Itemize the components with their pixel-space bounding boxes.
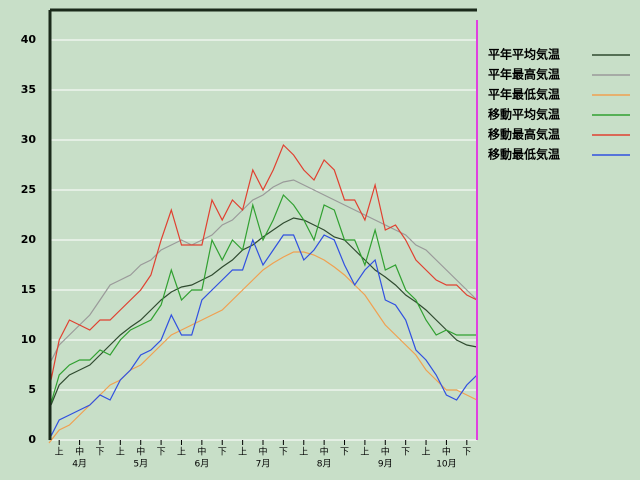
month-label: 10月 — [436, 459, 456, 470]
month-label: 9月 — [378, 459, 393, 470]
y-tick-label: 0 — [28, 433, 36, 446]
y-tick-label: 35 — [21, 83, 36, 96]
y-tick-label: 30 — [21, 133, 37, 146]
x-tick-label: 上 — [360, 447, 369, 458]
month-label: 8月 — [317, 459, 332, 470]
legend-label: 平年平均気温 — [488, 47, 560, 62]
x-tick-label: 上 — [299, 447, 308, 458]
y-tick-label: 25 — [21, 183, 36, 196]
legend-label: 移動平均気温 — [488, 107, 560, 122]
legend-label: 移動最低気温 — [488, 147, 560, 162]
month-label: 5月 — [133, 459, 148, 470]
y-tick-label: 10 — [21, 333, 37, 346]
series-line — [48, 251, 478, 444]
x-tick-label: 下 — [401, 448, 410, 458]
legend-label: 移動最高気温 — [488, 127, 560, 142]
x-tick-label: 下 — [95, 448, 104, 458]
x-tick-label: 中 — [75, 446, 84, 458]
series-line — [48, 234, 478, 441]
x-tick-label: 上 — [55, 447, 64, 458]
series-line — [48, 143, 478, 391]
x-tick-label: 中 — [136, 446, 145, 458]
x-tick-label: 中 — [197, 446, 206, 458]
x-tick-label: 上 — [177, 447, 186, 458]
x-tick-label: 中 — [381, 446, 390, 458]
x-tick-label: 上 — [422, 447, 431, 458]
x-tick-label: 下 — [340, 448, 349, 458]
x-tick-label: 上 — [238, 447, 247, 458]
series-line — [48, 217, 478, 411]
month-label: 7月 — [256, 459, 271, 470]
legend-label: 平年最低気温 — [488, 87, 560, 102]
y-tick-label: 20 — [21, 233, 37, 246]
month-label: 6月 — [194, 459, 209, 470]
x-tick-label: 中 — [320, 446, 329, 458]
series-line — [48, 193, 477, 411]
y-tick-label: 40 — [21, 33, 37, 46]
x-tick-label: 下 — [157, 448, 166, 458]
y-tick-label: 15 — [21, 283, 36, 296]
x-tick-label: 中 — [258, 446, 267, 458]
month-label: 4月 — [72, 459, 87, 470]
y-tick-label: 5 — [28, 383, 36, 396]
x-tick-label: 下 — [279, 448, 288, 458]
legend-label: 平年最高気温 — [488, 67, 560, 82]
x-tick-label: 下 — [218, 448, 227, 458]
series-line — [48, 179, 478, 366]
x-tick-label: 中 — [442, 446, 451, 458]
x-tick-label: 下 — [462, 448, 471, 458]
x-tick-label: 上 — [116, 447, 125, 458]
